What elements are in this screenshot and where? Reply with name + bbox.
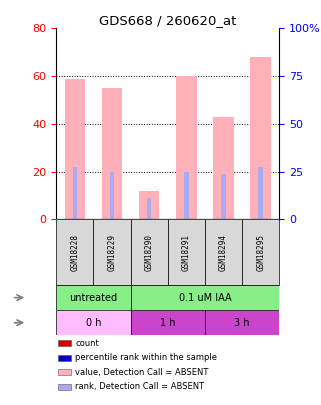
Title: GDS668 / 260620_at: GDS668 / 260620_at: [99, 14, 236, 27]
Bar: [110, 172, 114, 220]
Bar: [131, 220, 168, 285]
Text: 0 h: 0 h: [86, 318, 101, 328]
Bar: [58, 355, 71, 361]
Text: rank, Detection Call = ABSENT: rank, Detection Call = ABSENT: [75, 382, 204, 391]
Bar: [58, 369, 71, 375]
Text: percentile rank within the sample: percentile rank within the sample: [75, 354, 217, 362]
Bar: [205, 220, 242, 285]
Bar: [93, 220, 131, 285]
Bar: [56, 285, 131, 310]
Bar: [131, 285, 279, 310]
Text: GSM18295: GSM18295: [256, 234, 265, 271]
Bar: [184, 172, 188, 220]
Bar: [73, 167, 77, 220]
Bar: [102, 88, 122, 220]
Bar: [205, 310, 279, 335]
Bar: [131, 310, 205, 335]
Text: GSM18294: GSM18294: [219, 234, 228, 271]
Bar: [58, 384, 71, 390]
Bar: [139, 191, 159, 220]
Bar: [176, 76, 196, 220]
Bar: [56, 220, 93, 285]
Text: 0.1 uM IAA: 0.1 uM IAA: [178, 293, 231, 303]
Text: GSM18228: GSM18228: [70, 234, 79, 271]
Text: untreated: untreated: [69, 293, 117, 303]
Bar: [250, 57, 271, 220]
Bar: [213, 117, 234, 220]
Text: 3 h: 3 h: [234, 318, 250, 328]
Bar: [65, 79, 85, 220]
Text: GSM18290: GSM18290: [145, 234, 154, 271]
Bar: [147, 198, 152, 220]
Text: value, Detection Call = ABSENT: value, Detection Call = ABSENT: [75, 368, 209, 377]
Text: count: count: [75, 339, 99, 348]
Bar: [221, 174, 226, 220]
Bar: [56, 310, 131, 335]
Bar: [58, 340, 71, 346]
Bar: [242, 220, 279, 285]
Text: 1 h: 1 h: [160, 318, 176, 328]
Bar: [168, 220, 205, 285]
Text: GSM18291: GSM18291: [182, 234, 191, 271]
Bar: [258, 167, 263, 220]
Text: GSM18229: GSM18229: [108, 234, 117, 271]
